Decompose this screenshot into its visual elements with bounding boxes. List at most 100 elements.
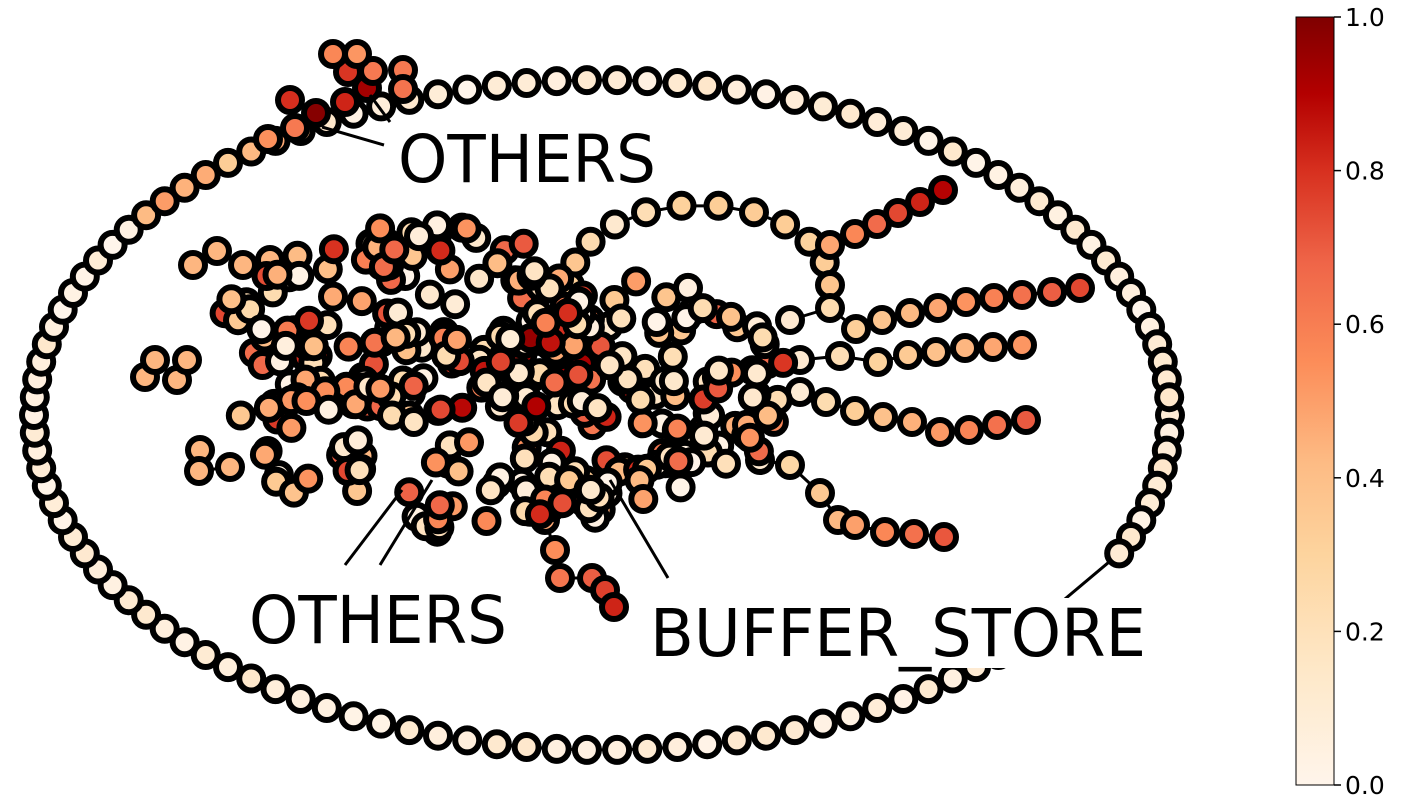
colorbar-tick-label: 0.2 <box>1345 617 1385 646</box>
colorbar-gradient <box>1295 16 1335 786</box>
graph-node <box>863 347 893 377</box>
graph-node <box>954 415 984 445</box>
graph-node <box>344 455 375 486</box>
graph-node <box>414 279 445 310</box>
graph-node <box>379 234 410 265</box>
graph-node <box>276 412 307 443</box>
graph-node <box>503 407 534 438</box>
graph-node <box>937 136 968 167</box>
graph-node <box>482 248 513 279</box>
graph-node <box>270 330 301 361</box>
graph-node <box>149 186 180 217</box>
graph-node <box>662 732 693 762</box>
graph-node <box>508 228 539 259</box>
graph-node <box>275 85 305 115</box>
graph-node <box>1154 382 1185 413</box>
graph-node <box>982 410 1012 440</box>
graph-node <box>734 422 765 453</box>
graph-node <box>452 74 483 105</box>
colorbar-tick-label: 0.0 <box>1345 771 1385 800</box>
graph-node <box>751 720 781 751</box>
graph-node <box>840 396 870 426</box>
graph-node <box>632 733 663 764</box>
graph-node <box>423 79 453 110</box>
graph-node <box>602 65 633 96</box>
graph-node <box>893 340 923 370</box>
graph-node <box>606 303 637 334</box>
graph-node <box>225 400 256 431</box>
graph-node <box>228 250 258 280</box>
graph-node <box>487 382 518 413</box>
colorbar-tick-label: 1.0 <box>1345 3 1385 32</box>
graph-node <box>979 283 1009 313</box>
graph-node <box>689 420 719 451</box>
graph-node <box>888 684 919 714</box>
graph-node <box>539 367 570 398</box>
graph-node <box>692 70 723 101</box>
graph-node <box>625 384 656 415</box>
graph-node <box>599 592 629 622</box>
graph-node <box>246 314 277 345</box>
graph-node <box>662 68 693 98</box>
graph-node <box>665 472 696 503</box>
graph-node <box>662 413 693 444</box>
graph-node <box>599 209 630 240</box>
graph-node <box>365 213 396 244</box>
graph-node <box>621 266 652 297</box>
graph-node <box>178 250 208 280</box>
callout-label: BUFFER_STORE <box>650 595 1146 672</box>
graph-node <box>511 732 542 762</box>
graph-node <box>628 484 659 514</box>
graph-node <box>541 66 572 97</box>
graph-node <box>666 190 697 221</box>
graph-node <box>571 734 602 765</box>
graph-node <box>280 113 310 143</box>
graph-node <box>602 734 633 765</box>
colorbar-tick-label: 0.8 <box>1345 157 1385 186</box>
graph-node <box>928 175 958 205</box>
graph-node <box>925 417 955 447</box>
graph-node <box>330 87 360 117</box>
graph-node <box>582 393 613 424</box>
graph-node <box>840 510 870 540</box>
graph-nodes <box>19 39 1185 765</box>
graph-node <box>394 715 425 746</box>
graph-node <box>1104 538 1135 569</box>
graph-node <box>213 147 243 178</box>
graph-node <box>815 293 845 323</box>
graph-node <box>443 456 474 487</box>
graph-node <box>687 293 718 324</box>
graph-node <box>313 394 344 425</box>
graph-node <box>293 463 324 494</box>
colorbar-ticks: 0.0 0.2 0.4 0.6 0.8 1.0 <box>1334 3 1385 800</box>
callout-label: OTHERS <box>398 121 656 198</box>
graph-node <box>1007 280 1037 310</box>
graph-node <box>775 305 805 335</box>
graph-node <box>747 322 778 353</box>
graph-node <box>739 197 769 228</box>
colorbar: 0.0 0.2 0.4 0.6 0.8 1.0 <box>1295 3 1385 800</box>
callout-buffer-store: BUFFER_STORE <box>644 595 1150 672</box>
callout-others-bottom: OTHERS <box>244 582 510 659</box>
graph-node <box>641 307 672 337</box>
graph-node <box>752 400 783 431</box>
graph-node <box>404 221 434 252</box>
graph-node <box>425 394 456 425</box>
graph-node <box>184 456 214 486</box>
graph-node <box>867 305 897 335</box>
graph-node <box>454 427 484 458</box>
graph-node <box>807 91 838 122</box>
graph-node <box>721 725 752 756</box>
graph-node <box>475 475 506 506</box>
graph-node <box>509 443 540 474</box>
graph-node <box>260 674 291 705</box>
graph-node <box>632 66 663 97</box>
graph-node <box>961 147 991 178</box>
graph-node <box>511 68 542 98</box>
graph-node <box>366 708 397 739</box>
graph-node <box>285 684 316 714</box>
graph-node <box>868 402 898 432</box>
graph-node <box>524 499 555 530</box>
graph-node <box>737 382 768 413</box>
